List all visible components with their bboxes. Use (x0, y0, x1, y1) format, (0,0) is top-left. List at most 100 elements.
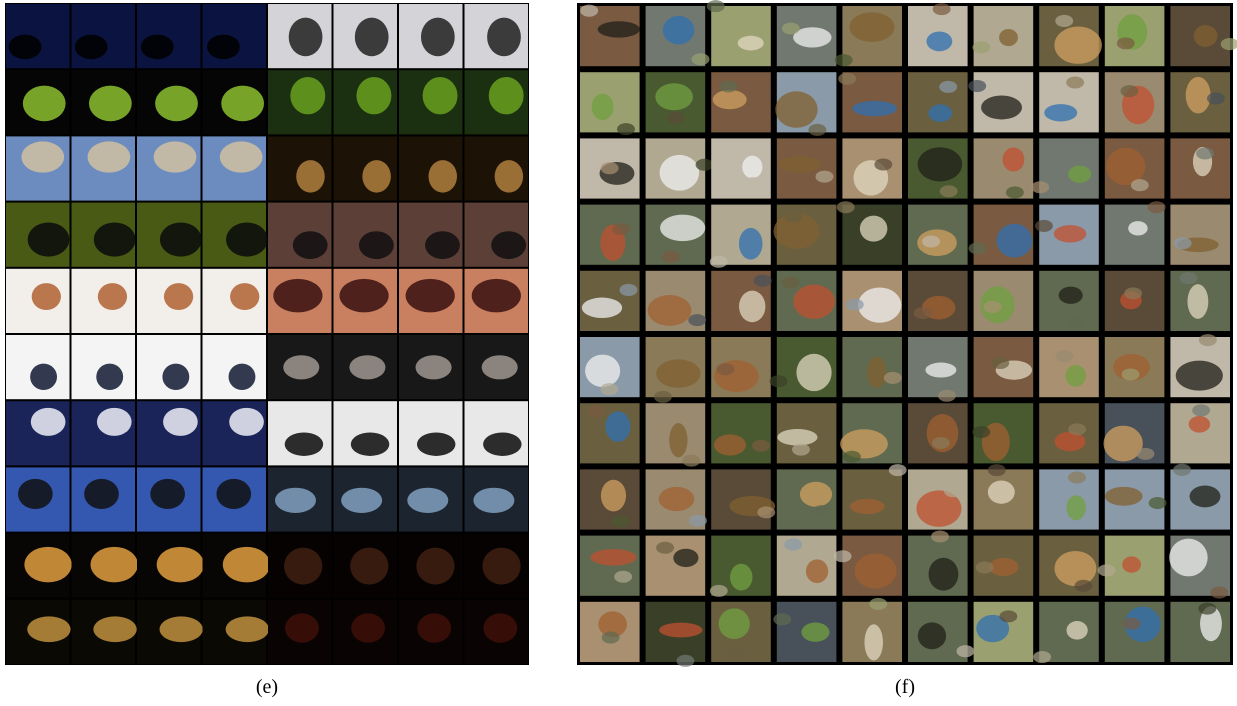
tile-shape (1055, 14, 1074, 27)
tile-shape (1031, 181, 1050, 194)
tile-shape (1130, 179, 1149, 192)
tile-shape (1074, 579, 1093, 592)
tile-shape (585, 354, 621, 388)
tile-shape (1198, 602, 1217, 615)
tile-shape (757, 506, 776, 519)
tile-shape (1189, 485, 1221, 508)
tile-shape (617, 123, 635, 136)
tile-shape (30, 407, 66, 436)
tile-shape (709, 584, 728, 597)
tile-shape (163, 407, 198, 436)
tile-shape (1097, 564, 1116, 577)
tile-shape (854, 553, 897, 589)
tile-shape (1188, 415, 1211, 433)
right-grid (580, 0, 1237, 667)
tile-shape (925, 362, 957, 378)
tile-shape (1173, 237, 1192, 250)
tile-shape (1121, 368, 1140, 381)
tile-shape (939, 80, 958, 93)
tile-shape (987, 464, 1006, 477)
tile-shape (619, 283, 638, 296)
tile-shape (1066, 76, 1085, 89)
tile-shape (1033, 650, 1052, 664)
caption-f: (f) (895, 676, 915, 698)
tile-shape (778, 156, 821, 173)
tile-shape (1200, 606, 1222, 642)
tile-shape (1206, 92, 1225, 105)
tile-shape (356, 76, 392, 115)
tile-shape (8, 34, 42, 60)
tile-shape (84, 478, 119, 510)
tile-shape (600, 479, 627, 512)
tile-shape (1187, 284, 1209, 319)
tile-shape (487, 17, 521, 57)
tile-shape (682, 454, 701, 467)
tile-shape (1198, 334, 1217, 347)
tile-shape (773, 213, 820, 249)
tile-shape (777, 428, 818, 446)
tile-shape (712, 89, 747, 110)
tile-shape (1044, 104, 1078, 122)
tile-shape (290, 76, 326, 115)
tile-shape (87, 141, 131, 173)
tile-shape (339, 278, 389, 313)
tile-shape (647, 295, 692, 326)
tile-shape (843, 450, 861, 463)
tile-shape (730, 563, 753, 591)
tile (645, 535, 706, 596)
tile-shape (859, 215, 888, 242)
tile-shape (1054, 550, 1097, 587)
tile-shape (31, 283, 61, 311)
tile-shape (482, 547, 521, 585)
tile-shape (883, 371, 902, 384)
tile-shape (726, 646, 745, 659)
tile-shape (1147, 201, 1166, 214)
tile-shape (494, 160, 524, 193)
tile-shape (18, 478, 53, 510)
tile-shape (996, 223, 1033, 258)
tile-shape (350, 547, 389, 585)
tile-shape (1068, 165, 1092, 183)
tile-shape (1128, 221, 1148, 236)
tile-shape (153, 141, 197, 173)
tile-shape (1058, 286, 1083, 304)
tile-shape (669, 423, 688, 458)
tile (580, 535, 640, 596)
tile-shape (611, 515, 630, 528)
tile-shape (975, 561, 994, 574)
tile-shape (812, 505, 831, 518)
tile-shape (1120, 85, 1139, 98)
tile-shape (836, 201, 855, 214)
tile-shape (1122, 617, 1141, 630)
tile-shape (991, 357, 1010, 370)
tile-shape (225, 616, 270, 643)
tile-shape (850, 498, 885, 515)
tile-shape (283, 355, 320, 380)
tile (973, 138, 1034, 199)
tile-shape (74, 34, 108, 60)
tile-shape (713, 434, 747, 456)
tile-shape (483, 613, 518, 643)
tile-shape (852, 100, 897, 117)
tile-shape (833, 550, 852, 563)
tile-shape (706, 0, 725, 13)
tile-shape (1220, 38, 1237, 51)
tile-shape (659, 622, 703, 638)
tile-shape (1053, 225, 1087, 243)
tile-shape (93, 222, 136, 257)
tile-shape (405, 278, 455, 313)
tile-shape (96, 407, 132, 436)
tile-shape (1179, 272, 1198, 285)
tile-shape (162, 363, 190, 390)
tile-shape (422, 76, 458, 115)
tile-shape (666, 111, 685, 124)
tile-shape (888, 464, 907, 477)
tile-shape (341, 487, 383, 513)
tile-shape (752, 439, 770, 452)
tile-shape (737, 35, 764, 51)
tile (1170, 204, 1230, 265)
tile-shape (362, 160, 391, 193)
tile-shape (1124, 606, 1161, 643)
tile-shape (691, 53, 710, 66)
tile-shape (140, 34, 174, 60)
